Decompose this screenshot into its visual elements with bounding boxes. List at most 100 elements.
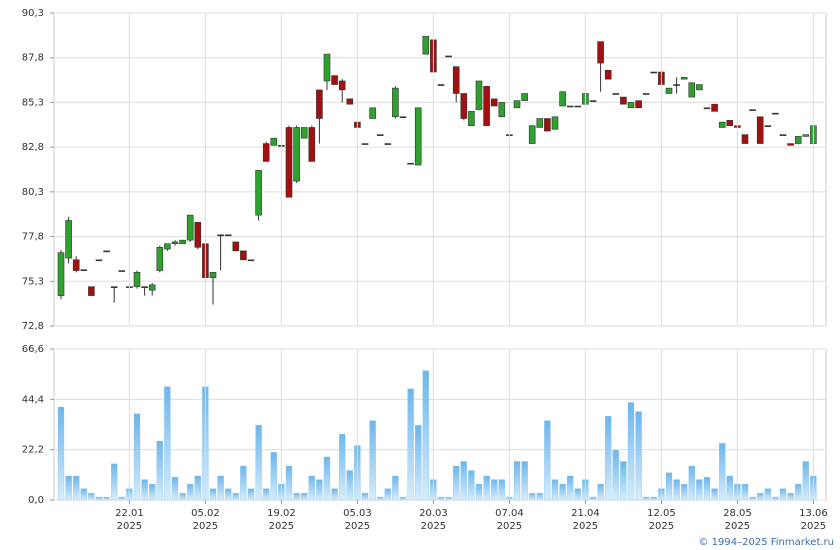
- candle-body: [346, 98, 354, 105]
- candle-body: [756, 116, 764, 144]
- candle-body: [741, 134, 749, 144]
- x-tick-label: 12.05: [647, 508, 676, 519]
- y-tick-label: 80,3: [22, 187, 44, 198]
- volume-bar: [551, 479, 559, 501]
- candle-body: [475, 80, 483, 110]
- volume-bar: [57, 406, 65, 501]
- x-tick-label: 07.04: [495, 508, 524, 519]
- volume-bar: [384, 488, 391, 501]
- volume-bar: [559, 483, 566, 501]
- candle-body: [620, 96, 627, 105]
- volume-bar: [263, 488, 270, 501]
- x-tick-year: 2025: [573, 521, 598, 532]
- volume-bar: [612, 449, 619, 501]
- volume-bar: [589, 496, 597, 501]
- candle-body: [718, 121, 726, 128]
- volume-bar: [316, 479, 323, 501]
- volume-bar: [323, 456, 331, 501]
- volume-bar: [422, 370, 429, 501]
- candle-body: [772, 112, 779, 115]
- candle-body: [688, 82, 696, 98]
- y-tick-label: 85,3: [22, 97, 44, 108]
- volume-bar: [217, 475, 224, 501]
- candle-body: [376, 134, 384, 136]
- candle-body: [650, 71, 658, 74]
- volume-bar: [498, 479, 505, 501]
- volume-bar: [597, 483, 604, 501]
- candle-body: [544, 118, 551, 132]
- volume-bar: [415, 425, 422, 501]
- candle-body: [513, 100, 521, 109]
- candle-body: [247, 259, 255, 262]
- candle-body: [148, 284, 156, 291]
- volume-bar: [627, 402, 635, 501]
- volume-bar: [521, 461, 528, 501]
- candle-body: [141, 286, 148, 288]
- candle-body: [597, 41, 604, 64]
- candle-body: [536, 118, 544, 128]
- volume-bar: [757, 493, 764, 501]
- volume-bar: [179, 493, 186, 501]
- volume-bar: [361, 493, 369, 501]
- candle-body: [217, 234, 224, 237]
- volume-bar: [749, 496, 756, 501]
- candle-body: [103, 250, 110, 253]
- volume-bar: [346, 470, 353, 501]
- y-tick-label: 82,8: [22, 142, 44, 153]
- volume-bar: [787, 493, 794, 501]
- candle-body: [255, 170, 262, 216]
- volume-bar: [483, 475, 490, 501]
- candle-body: [452, 66, 460, 94]
- x-tick-year: 2025: [801, 521, 826, 532]
- candle-body: [566, 105, 574, 108]
- candle-body: [726, 120, 734, 126]
- candle-body: [696, 84, 703, 91]
- candle-body: [186, 214, 194, 241]
- candle-body: [224, 234, 232, 237]
- candle-body: [787, 143, 794, 146]
- volume-bar: [726, 475, 733, 501]
- volume-bar: [301, 493, 308, 501]
- volume-bar: [80, 488, 87, 501]
- candle-body: [460, 93, 468, 119]
- candle-body: [133, 272, 141, 287]
- volume-bar: [308, 475, 315, 501]
- candle-body: [72, 259, 80, 271]
- x-tick-label: 13.06: [799, 508, 828, 519]
- candle-body: [338, 80, 346, 91]
- volume-bar: [650, 496, 657, 501]
- volume-bar: [194, 475, 201, 501]
- candle-body: [384, 143, 392, 145]
- copyright[interactable]: © 1994–2025 Finmarket.ru: [698, 537, 834, 548]
- volume-bar: [772, 496, 779, 501]
- volume-bar: [247, 488, 255, 501]
- y-tick-label: 77,8: [22, 232, 44, 243]
- x-tick-label: 20.03: [419, 508, 448, 519]
- volume-bar: [187, 483, 194, 501]
- volume-bar: [719, 443, 726, 501]
- candle-body: [331, 75, 338, 85]
- volume-bar: [536, 493, 543, 501]
- volume-bar: [73, 475, 80, 501]
- candle-body: [802, 134, 810, 137]
- candle-body: [445, 55, 452, 58]
- candle-body: [551, 116, 559, 130]
- candle-body: [642, 93, 650, 95]
- candle-body: [171, 241, 179, 245]
- volume-bar: [688, 465, 695, 501]
- volume-bar: [711, 488, 718, 501]
- candle-body: [88, 286, 95, 296]
- volume-bar: [331, 488, 338, 501]
- x-tick-year: 2025: [725, 521, 750, 532]
- x-tick-year: 2025: [193, 521, 218, 532]
- volume-bar: [681, 483, 688, 501]
- volume-bar: [156, 440, 163, 501]
- candle-body: [414, 107, 422, 166]
- x-tick-label: 22.01: [115, 508, 144, 519]
- candle-body: [361, 143, 369, 145]
- candle-body: [528, 125, 536, 144]
- candle-body: [262, 143, 270, 162]
- x-tick-year: 2025: [421, 521, 446, 532]
- volume-bar: [567, 475, 574, 501]
